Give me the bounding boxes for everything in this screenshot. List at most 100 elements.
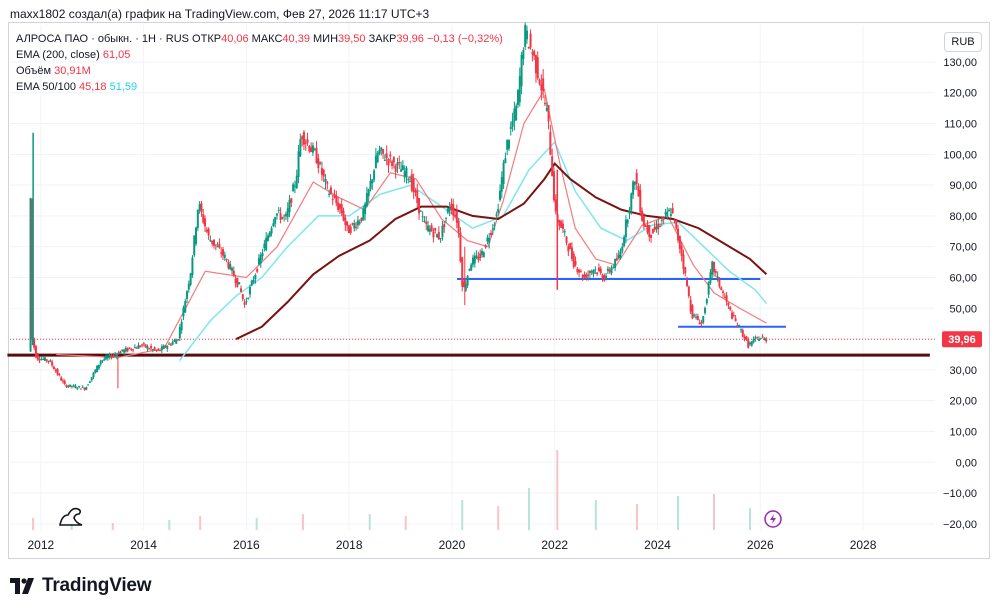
candle-body [360, 217, 363, 222]
legend-high-label: МАКС [251, 33, 283, 45]
legend-ema200[interactable]: EMA (200, close) 61,05 [16, 47, 503, 63]
candle-body [231, 267, 233, 271]
candle-body [437, 231, 440, 240]
candle-body [254, 274, 257, 280]
candle-body [335, 196, 338, 204]
candle-body [606, 268, 609, 271]
candle-body [103, 359, 106, 361]
candle-body [536, 57, 539, 79]
x-tick-label: 2022 [541, 538, 568, 552]
y-tick-label: 80,00 [949, 211, 977, 223]
candle-body [349, 226, 352, 233]
candle-body [414, 190, 417, 193]
candle-body [430, 225, 433, 232]
candle-body [711, 261, 714, 275]
legend-ema50100[interactable]: EMA 50/100 45,18 51,59 [16, 79, 503, 95]
candle-body [99, 361, 102, 365]
candle-body [486, 237, 489, 242]
candle-body [338, 203, 341, 209]
y-tick-label: 0,00 [956, 457, 977, 469]
candle-body [538, 79, 541, 84]
candle-body [524, 24, 527, 47]
candle-body [448, 207, 451, 212]
candle-body [243, 302, 246, 305]
candle-body [590, 271, 593, 273]
currency-button[interactable]: RUB [944, 32, 982, 52]
candle-body [439, 237, 442, 239]
candle-body [177, 339, 180, 341]
legend-change: −0,13 (−0,32%) [426, 33, 503, 45]
candle-body [502, 162, 505, 185]
brand-logo[interactable]: TradingView [10, 575, 152, 597]
legend-volume[interactable]: Объём 30,91M [16, 63, 503, 79]
candle-body [495, 214, 498, 216]
candle-body [493, 224, 496, 226]
candle-body [612, 266, 615, 268]
candle-body [405, 167, 408, 177]
grid [10, 25, 935, 530]
candle-body [72, 385, 75, 387]
candle-body [259, 254, 262, 264]
candle-body [632, 181, 635, 195]
chart-frame[interactable] [8, 22, 990, 559]
candle-body [655, 226, 658, 230]
candle-body [723, 297, 726, 299]
candle-body [250, 280, 253, 286]
legend-symbol: АЛРОСА ПАО · обыкн. · 1Н · RUS [16, 33, 189, 45]
ema100-line [178, 140, 768, 362]
candle-body [142, 343, 145, 345]
lightning-icon[interactable] [764, 510, 782, 528]
candle-body [292, 184, 295, 192]
candle-body [392, 157, 395, 163]
candle-body [47, 360, 50, 362]
candle-body [554, 199, 557, 212]
candle-body [481, 250, 484, 255]
candle-body [42, 358, 45, 360]
candle-body [369, 180, 372, 189]
volume-bar [497, 506, 500, 530]
candle-body [389, 154, 392, 157]
candle-body [79, 388, 82, 390]
candle-body [283, 215, 286, 217]
candle-body [182, 307, 185, 317]
candle-body [533, 50, 536, 57]
candle-body [252, 279, 255, 283]
candle-body [101, 360, 104, 362]
candle-body [396, 162, 399, 166]
candle-body [301, 136, 304, 140]
candle-body [239, 288, 242, 292]
candle-body [421, 216, 424, 218]
candle-body [31, 199, 34, 340]
dino-shape [59, 507, 83, 526]
candle-body [288, 199, 291, 213]
candle-body [90, 377, 93, 381]
candle-body [468, 269, 471, 271]
candle-body [401, 165, 404, 171]
candle-body [601, 274, 604, 280]
candle-body [516, 90, 519, 105]
candle-body [67, 386, 70, 388]
candle-body [180, 321, 183, 331]
x-tick-label: 2014 [130, 538, 157, 552]
candle-body [281, 217, 284, 219]
candle-body [592, 270, 595, 274]
candle-body [506, 139, 509, 150]
volume-bar [70, 524, 73, 530]
candle-body [315, 147, 318, 164]
axes-layer: −20,00−10,000,0010,0020,0030,0040,0050,0… [27, 57, 977, 552]
y-tick-label: 100,00 [943, 149, 977, 161]
candle-body [175, 340, 178, 344]
candle-body [443, 224, 446, 228]
candle-body [761, 336, 764, 338]
candle-body [617, 254, 620, 259]
candle-body [216, 246, 219, 248]
candle-body [261, 253, 264, 257]
candle-body [257, 257, 260, 265]
candle-body [146, 346, 149, 349]
candle-body [213, 239, 216, 246]
candle-body [736, 325, 739, 327]
candle-body [126, 348, 129, 352]
candle-body [452, 204, 455, 216]
candle-body [266, 235, 269, 241]
